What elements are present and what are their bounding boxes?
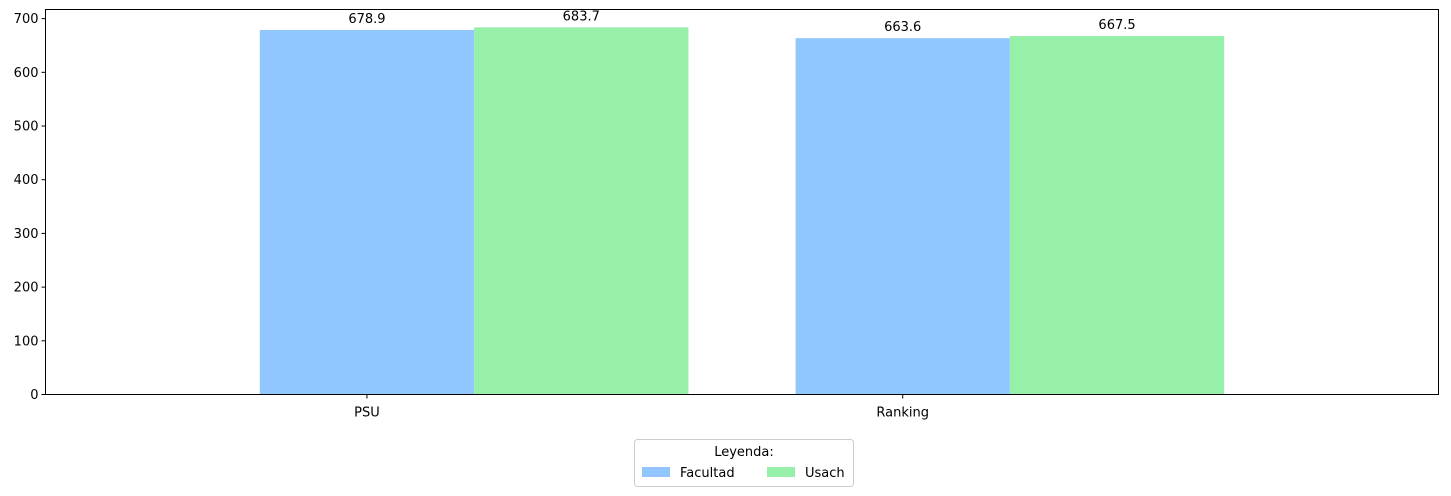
legend-title: Leyenda:: [714, 445, 774, 460]
bar-facultad-ranking: [795, 38, 1010, 395]
y-tick-label: 400: [14, 173, 39, 188]
bars-group: [259, 27, 1225, 395]
bar-facultad-psu: [259, 29, 475, 395]
y-tick-label: 0: [30, 388, 38, 403]
y-axis: 0 100 200 300 400 500 600 700: [14, 12, 46, 403]
x-tick-label: Ranking: [876, 406, 929, 421]
plot-frame: [45, 9, 1439, 395]
legend-swatch-usach: [767, 467, 795, 477]
legend: Leyenda: Facultad Usach: [634, 439, 854, 487]
data-label: 683.7: [563, 9, 600, 24]
legend-label-facultad: Facultad: [680, 466, 735, 481]
data-label: 667.5: [1098, 18, 1135, 33]
y-tick-label: 600: [14, 66, 39, 81]
y-tick-label: 500: [14, 120, 39, 135]
y-tick-label: 700: [14, 12, 39, 27]
legend-box: [634, 439, 854, 487]
data-label: 663.6: [884, 20, 921, 35]
data-label: 678.9: [348, 12, 385, 27]
x-tick-label: PSU: [354, 406, 380, 421]
bar-usach-ranking: [1009, 36, 1225, 395]
legend-label-usach: Usach: [805, 466, 845, 481]
data-labels-group: 678.9 683.7 663.6 667.5: [348, 9, 1135, 35]
y-tick-label: 300: [14, 227, 39, 242]
bar-usach-psu: [474, 27, 689, 395]
x-axis: PSU Ranking: [354, 394, 929, 421]
legend-swatch-facultad: [642, 467, 670, 477]
y-tick-label: 200: [14, 281, 39, 296]
y-tick-label: 100: [14, 334, 39, 349]
